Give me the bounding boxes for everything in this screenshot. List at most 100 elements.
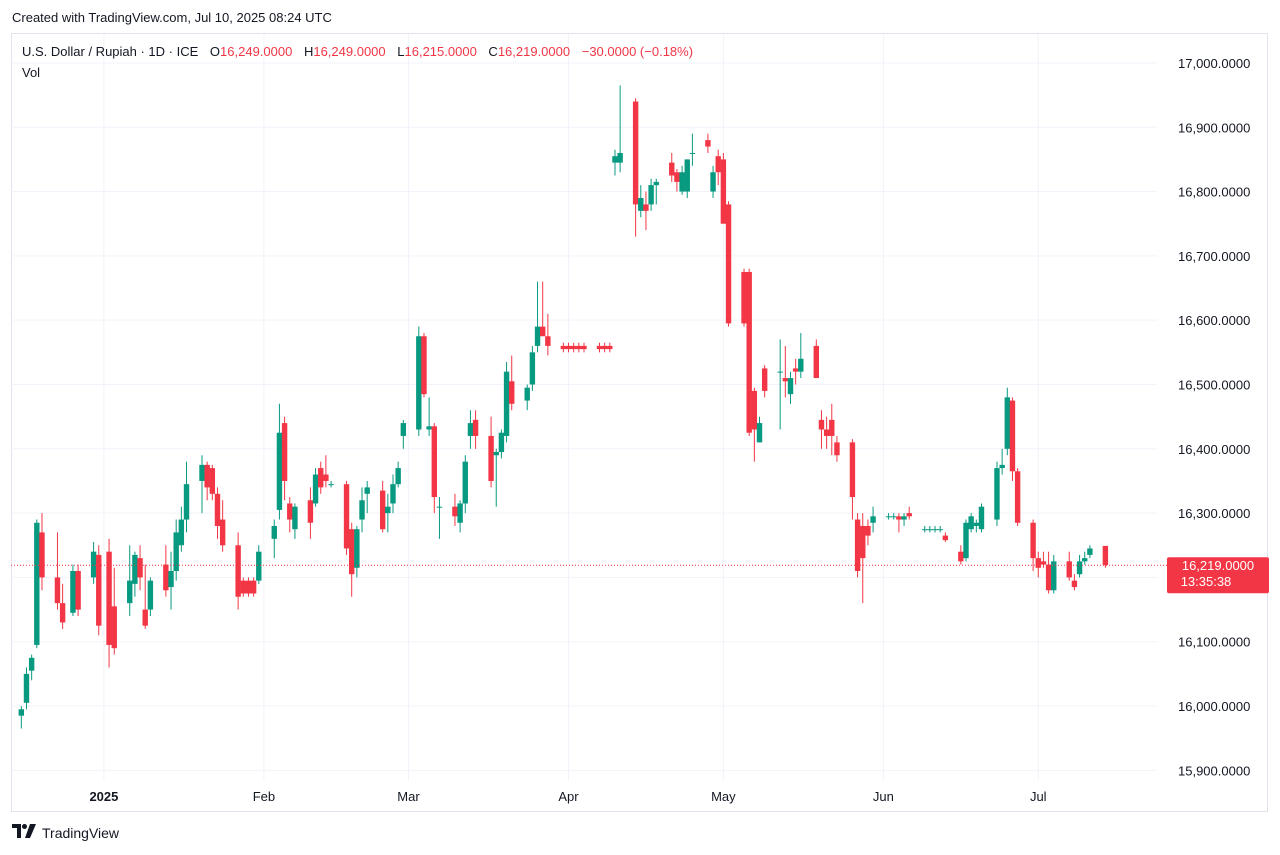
candle[interactable] bbox=[922, 525, 928, 533]
candle[interactable] bbox=[643, 191, 649, 231]
candle[interactable] bbox=[524, 384, 530, 411]
candle[interactable] bbox=[968, 513, 974, 533]
candle[interactable] bbox=[111, 567, 117, 655]
candle[interactable] bbox=[132, 551, 138, 597]
candle[interactable] bbox=[183, 461, 190, 533]
candle[interactable] bbox=[137, 545, 143, 591]
candle[interactable] bbox=[472, 410, 479, 449]
candle[interactable] bbox=[359, 487, 365, 533]
candle[interactable] bbox=[142, 564, 148, 629]
candle[interactable] bbox=[307, 487, 314, 539]
candle[interactable] bbox=[400, 419, 407, 449]
candle[interactable] bbox=[932, 525, 938, 533]
candle[interactable] bbox=[751, 387, 758, 462]
chart-frame[interactable] bbox=[11, 33, 1268, 812]
candle[interactable] bbox=[39, 513, 45, 591]
candle[interactable] bbox=[792, 358, 799, 385]
candle[interactable] bbox=[545, 313, 551, 356]
candle[interactable] bbox=[963, 519, 969, 562]
candle[interactable] bbox=[18, 706, 25, 729]
candle[interactable] bbox=[271, 519, 277, 559]
candle[interactable] bbox=[34, 519, 40, 649]
candle[interactable] bbox=[1102, 545, 1109, 568]
candle[interactable] bbox=[684, 159, 690, 198]
candle[interactable] bbox=[891, 513, 897, 520]
candle[interactable] bbox=[219, 500, 226, 552]
candle[interactable] bbox=[638, 185, 644, 218]
candle[interactable] bbox=[669, 152, 675, 182]
candle[interactable] bbox=[318, 461, 324, 494]
volume-indicator-label[interactable]: Vol bbox=[22, 65, 41, 80]
candle[interactable] bbox=[782, 345, 789, 398]
candle[interactable] bbox=[349, 522, 355, 597]
candle[interactable] bbox=[323, 455, 329, 488]
candle[interactable] bbox=[214, 487, 221, 539]
candle[interactable] bbox=[1035, 551, 1041, 578]
symbol-name[interactable]: U.S. Dollar / Rupiah · 1D · ICE bbox=[22, 44, 199, 59]
candle[interactable] bbox=[1071, 574, 1078, 591]
candle[interactable] bbox=[999, 448, 1005, 475]
candle[interactable] bbox=[467, 410, 474, 449]
candle[interactable] bbox=[168, 551, 174, 610]
candle[interactable] bbox=[653, 178, 659, 205]
candle[interactable] bbox=[452, 493, 458, 526]
candle[interactable] bbox=[576, 342, 582, 353]
candle[interactable] bbox=[674, 169, 680, 192]
candle[interactable] bbox=[860, 513, 866, 604]
candle[interactable] bbox=[570, 342, 577, 353]
candle[interactable] bbox=[679, 165, 685, 195]
candle[interactable] bbox=[777, 339, 783, 430]
candle[interactable] bbox=[390, 474, 396, 514]
candle[interactable] bbox=[540, 281, 546, 337]
candle[interactable] bbox=[436, 497, 443, 539]
candle[interactable] bbox=[204, 461, 210, 501]
candle[interactable] bbox=[1051, 554, 1057, 594]
candle[interactable] bbox=[596, 342, 603, 353]
last-price-tag[interactable]: 16,219.0000 13:35:38 bbox=[1167, 557, 1269, 594]
candle[interactable] bbox=[632, 98, 639, 237]
candle[interactable] bbox=[328, 480, 334, 488]
tradingview-logo[interactable]: TradingView bbox=[12, 824, 119, 842]
candle[interactable] bbox=[199, 455, 205, 514]
candle[interactable] bbox=[823, 416, 830, 449]
candle[interactable] bbox=[854, 513, 861, 578]
candle[interactable] bbox=[431, 423, 437, 514]
candle[interactable] bbox=[1082, 551, 1088, 565]
candle[interactable] bbox=[343, 480, 350, 555]
candle[interactable] bbox=[813, 339, 819, 379]
candle[interactable] bbox=[312, 468, 319, 507]
candle[interactable] bbox=[28, 654, 35, 681]
candle[interactable] bbox=[462, 455, 468, 514]
candle[interactable] bbox=[235, 532, 241, 610]
candle[interactable] bbox=[256, 545, 262, 584]
candle[interactable] bbox=[498, 429, 505, 459]
candle[interactable] bbox=[385, 493, 391, 533]
candle[interactable] bbox=[416, 326, 422, 436]
candle[interactable] bbox=[178, 506, 185, 552]
candle[interactable] bbox=[829, 403, 835, 456]
candle[interactable] bbox=[1066, 551, 1072, 581]
candle[interactable] bbox=[761, 365, 768, 398]
candle[interactable] bbox=[488, 416, 494, 488]
candle[interactable] bbox=[534, 281, 541, 353]
candle[interactable] bbox=[364, 480, 370, 514]
candle[interactable] bbox=[70, 564, 76, 617]
candle[interactable] bbox=[292, 503, 298, 539]
candle[interactable] bbox=[96, 545, 102, 636]
candle[interactable] bbox=[127, 545, 133, 617]
candle[interactable] bbox=[426, 397, 432, 436]
candle[interactable] bbox=[741, 268, 747, 327]
candle[interactable] bbox=[927, 525, 933, 533]
candle[interactable] bbox=[973, 519, 980, 533]
candle[interactable] bbox=[90, 542, 97, 584]
candle[interactable] bbox=[503, 361, 510, 443]
candle[interactable] bbox=[612, 149, 618, 176]
candle[interactable] bbox=[885, 513, 892, 520]
candle[interactable] bbox=[23, 667, 30, 710]
candle[interactable] bbox=[720, 152, 727, 224]
candle[interactable] bbox=[245, 577, 252, 597]
candle[interactable] bbox=[865, 519, 871, 546]
candle[interactable] bbox=[1014, 468, 1021, 526]
candle[interactable] bbox=[601, 342, 608, 353]
